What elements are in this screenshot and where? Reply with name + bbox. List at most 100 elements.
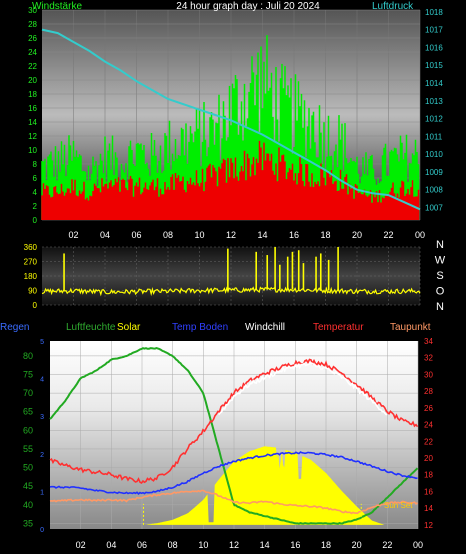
y-tick-label-rain: 3 <box>40 414 44 421</box>
x-tick-label: 02 <box>76 540 86 550</box>
legend-luftfeuchte: Luftfeuchte <box>66 322 116 333</box>
y-tick-label-right: 1014 <box>425 79 443 88</box>
x-tick-label: 06 <box>137 540 147 550</box>
left-axis-title: Windstärke <box>32 1 82 12</box>
y-tick-label-humidity: 50 <box>23 463 33 473</box>
y-tick-label-humidity: 40 <box>23 500 33 510</box>
y-tick-label-left: 30 <box>28 6 37 15</box>
y-tick-label-temperature: 30 <box>424 370 433 379</box>
x-tick-label: 04 <box>106 540 116 550</box>
pressure-line <box>41 28 421 211</box>
y-tick-label-direction: 180 <box>24 272 38 281</box>
compass-label-w: W <box>435 255 446 267</box>
y-tick-label-left: 0 <box>33 216 38 225</box>
y-tick-label-left: 8 <box>33 160 38 169</box>
y-tick-label-humidity: 80 <box>23 351 33 361</box>
compass-label-n: N <box>436 239 444 251</box>
y-tick-label-temperature: 32 <box>424 354 433 363</box>
x-tick-label: 16 <box>290 540 300 550</box>
x-tick-label: 20 <box>352 540 362 550</box>
x-tick-label: 10 <box>194 230 204 240</box>
x-tick-label: 14 <box>260 540 270 550</box>
y-tick-label-left: 24 <box>28 48 37 57</box>
x-tick-label: 16 <box>289 230 299 240</box>
series-line-luftfeuchte <box>49 347 419 525</box>
y-tick-label-direction: 0 <box>33 301 38 310</box>
y-tick-label-humidity: 60 <box>23 425 33 435</box>
y-tick-label-left: 26 <box>28 34 37 43</box>
y-tick-label-right: 1016 <box>425 43 443 52</box>
x-tick-label: 12 <box>226 230 236 240</box>
series-line-temperatur <box>49 358 419 485</box>
y-tick-label-right: 1011 <box>425 132 443 141</box>
series-line-taupunkt <box>49 489 418 515</box>
legend-taupunkt: Taupunkt <box>390 322 431 333</box>
y-tick-label-left: 28 <box>28 20 37 29</box>
y-tick-label-temperature: 28 <box>424 387 433 396</box>
x-tick-label: 20 <box>352 230 362 240</box>
x-tick-label: 22 <box>382 540 392 550</box>
y-tick-label-temperature: 26 <box>424 404 433 413</box>
y-tick-label-temperature: 20 <box>424 454 433 463</box>
y-tick-label-humidity: 35 <box>23 518 33 528</box>
y-tick-label-right: 1012 <box>425 115 443 124</box>
y-tick-label-temperature: 34 <box>424 337 433 346</box>
chart-title: 24 hour graph day : Juli 20 2024 <box>176 1 320 12</box>
series-line-temp-boden <box>49 451 418 496</box>
y-tick-label-right: 1017 <box>425 26 443 35</box>
wind-direction-trace <box>41 286 421 297</box>
y-tick-label-right: 1008 <box>425 186 443 195</box>
y-tick-label-right: 1009 <box>425 168 443 177</box>
x-tick-label: 00 <box>413 540 423 550</box>
y-tick-label-humidity: 75 <box>23 370 33 380</box>
y-tick-label-humidity: 70 <box>23 388 33 398</box>
y-tick-label-rain: 2 <box>40 452 44 459</box>
y-tick-label-left: 18 <box>28 90 37 99</box>
sunset-label: Sun Set <box>384 501 413 510</box>
y-tick-label-temperature: 16 <box>424 487 433 496</box>
y-tick-label-temperature: 24 <box>424 421 433 430</box>
y-tick-label-humidity: 65 <box>23 407 33 417</box>
compass-label-o: O <box>436 286 445 298</box>
wind-bars <box>41 140 420 220</box>
y-tick-label-rain: 5 <box>40 339 44 346</box>
x-tick-label: 14 <box>257 230 267 240</box>
x-tick-label: 10 <box>198 540 208 550</box>
y-tick-label-direction: 360 <box>24 243 38 252</box>
y-tick-label-temperature: 14 <box>424 504 433 513</box>
y-tick-label-humidity: 45 <box>23 481 33 491</box>
legend-windchill: Windchill <box>245 322 285 333</box>
y-tick-label-right: 1018 <box>425 8 443 17</box>
right-axis-title: Luftdruck <box>372 1 414 12</box>
solar-area <box>145 446 385 525</box>
y-tick-label-left: 2 <box>33 202 38 211</box>
y-tick-label-left: 14 <box>28 118 37 127</box>
y-tick-label-direction: 270 <box>24 258 38 267</box>
y-tick-label-right: 1007 <box>425 204 443 213</box>
y-tick-label-direction: 90 <box>28 287 37 296</box>
x-tick-label: 12 <box>229 540 239 550</box>
x-tick-label: 08 <box>163 230 173 240</box>
x-tick-label: 18 <box>321 540 331 550</box>
y-tick-label-temperature: 22 <box>424 437 433 446</box>
legend-regen: Regen <box>0 322 29 333</box>
y-tick-label-right: 1015 <box>425 61 443 70</box>
y-tick-label-left: 12 <box>28 132 37 141</box>
y-tick-label-left: 6 <box>33 174 38 183</box>
compass-label-s: S <box>436 270 443 282</box>
y-tick-label-humidity: 55 <box>23 444 33 454</box>
x-tick-label: 22 <box>383 230 393 240</box>
y-tick-label-right: 1010 <box>425 150 443 159</box>
y-tick-label-rain: 4 <box>40 377 44 384</box>
y-tick-label-left: 16 <box>28 104 37 113</box>
y-tick-label-rain: 1 <box>40 489 44 496</box>
x-tick-label: 06 <box>131 230 141 240</box>
y-tick-label-left: 4 <box>33 188 38 197</box>
y-tick-label-temperature: 18 <box>424 471 433 480</box>
legend-temperatur: Temperatur <box>313 322 364 333</box>
compass-label-n: N <box>436 301 444 313</box>
legend-solar: Solar <box>117 322 141 333</box>
y-tick-label-rain: 0 <box>40 527 44 534</box>
y-tick-label-left: 22 <box>28 62 37 71</box>
